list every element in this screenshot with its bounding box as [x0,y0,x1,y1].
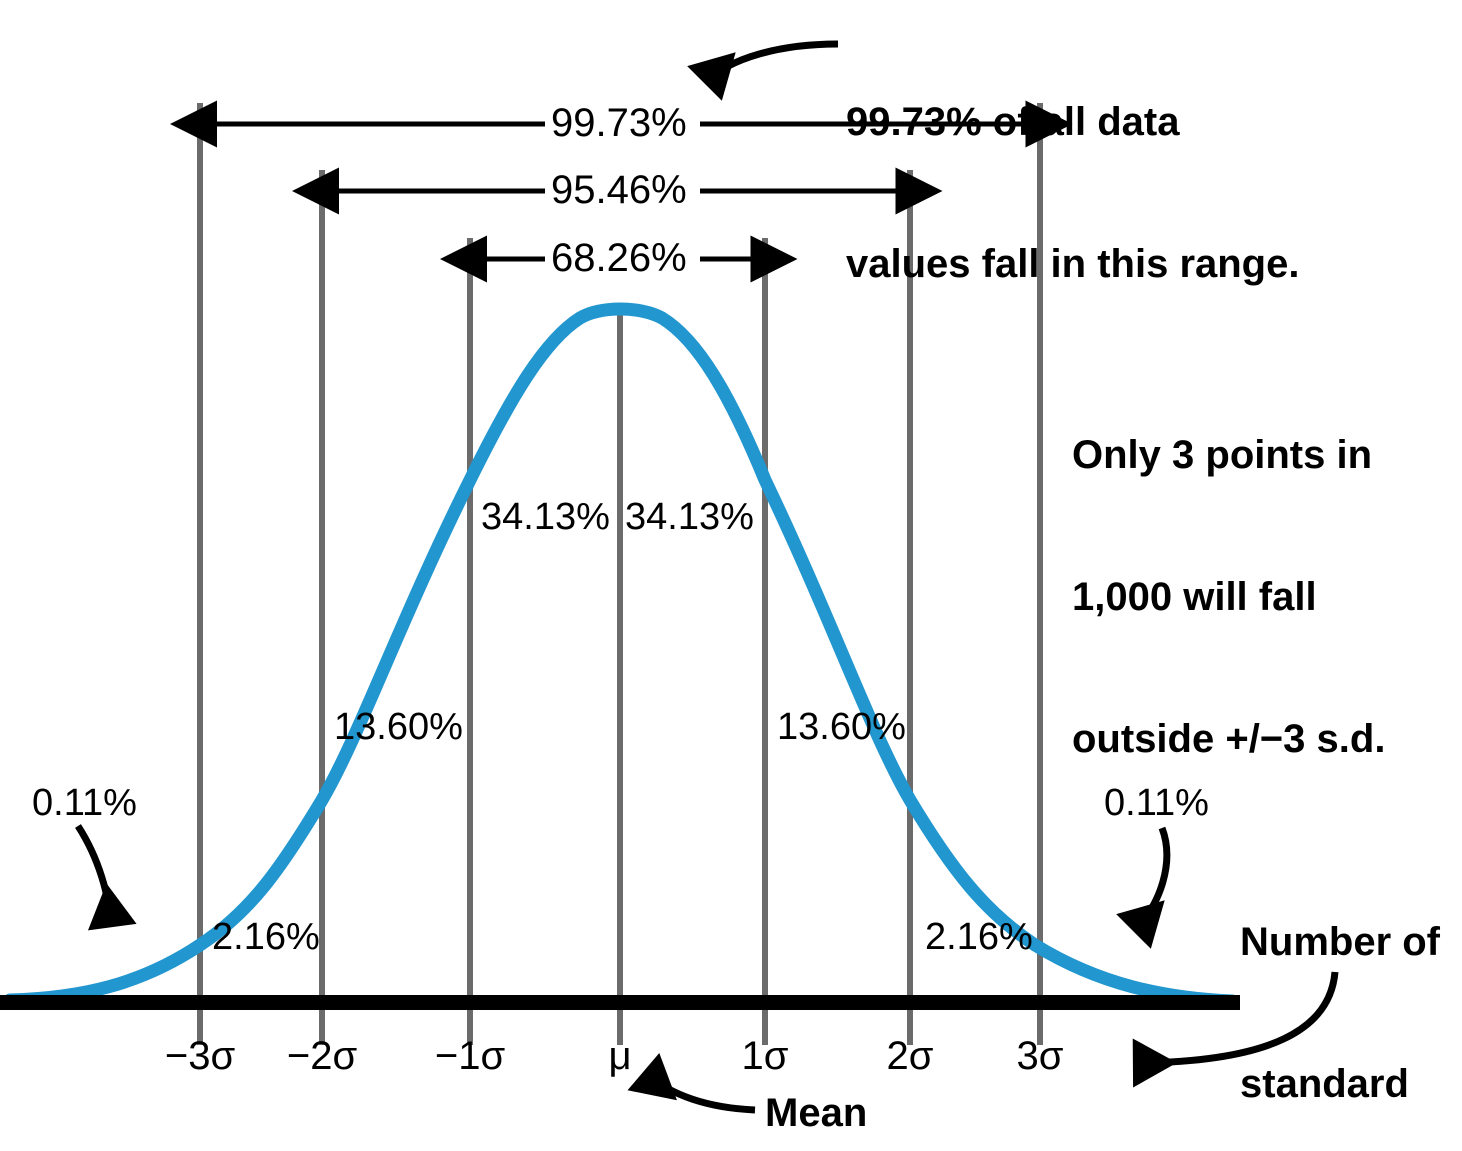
callout-axis-line1: Number of [1240,920,1440,965]
band-label-minus2-to-minus1: 13.60% [334,706,463,748]
callout-right-line2: 1,000 will fall [1072,574,1317,619]
axis-tick-minus-2-sigma: −2σ [286,1034,358,1078]
axis-tick-plus-1-sigma: 1σ [741,1034,789,1078]
axis-tick-minus-3-sigma: −3σ [164,1034,236,1078]
callout-axis-line2: standard [1240,1061,1409,1106]
axis-tick-minus-1-sigma: −1σ [434,1034,506,1078]
band-label-left-tail: 0.11% [32,782,137,824]
axis-tick-plus-3-sigma: 3σ [1016,1034,1064,1078]
band-label-right-tail: 0.11% [1104,782,1209,824]
range-label-99-73: 99.73% [551,101,687,145]
band-label-minus3-to-minus2: 2.16% [212,916,320,958]
callout-arrow-right-tail [1116,826,1171,949]
callout-arrow-top [687,40,839,101]
range-label-68-26: 68.26% [551,236,687,280]
sigma-gridlines [197,103,1043,1045]
callout-arrow-axis-name [1132,971,1339,1088]
callout-arrow-left-tail [75,824,137,931]
callout-top-range: 99.73% of all data values fall in this r… [846,5,1299,383]
callout-right-line3: outside +/−3 s.d. [1072,716,1386,761]
x-axis-baseline [0,995,1240,1010]
callout-top-line2: values fall in this range. [846,241,1300,286]
callout-arrow-mean [627,1052,756,1114]
callout-mean: Mean [765,1091,868,1135]
band-label-plus1-to-plus2: 13.60% [777,706,906,748]
band-label-minus1-to-mean: 34.13% [481,496,610,538]
band-label-plus2-to-plus3: 2.16% [925,916,1033,958]
axis-tick-plus-2-sigma: 2σ [886,1034,934,1078]
callout-top-line1: 99.73% of all data [846,100,1180,145]
band-label-mean-to-plus1: 34.13% [625,496,754,538]
callout-three-in-thousand: Only 3 points in 1,000 will fall outside… [1072,338,1385,857]
bell-curve [3,302,1239,1008]
callout-right-line1: Only 3 points in [1072,433,1373,478]
axis-tick-mean: μ [608,1034,632,1078]
range-label-95-46: 95.46% [551,168,687,212]
callout-axis-name: Number of standard deviations [1240,825,1440,1151]
